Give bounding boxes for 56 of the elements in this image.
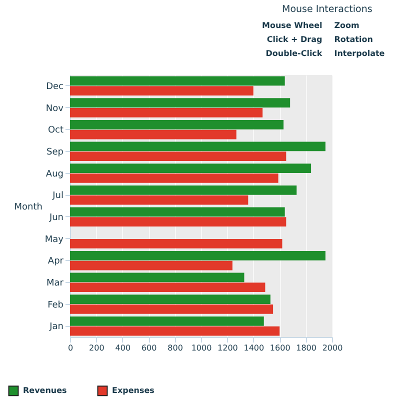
x-tick-label: 1000 [191,344,212,352]
y-tick-label: Sep [46,147,64,158]
y-tick-label: May [44,234,64,245]
x-tick-label: 1800 [296,344,316,352]
x-tick-label: 200 [89,344,104,352]
y-tick-label: Aug [46,169,64,180]
bar [70,76,285,86]
bar [70,260,232,270]
x-tick-label: 0 [68,344,74,352]
text: Mouse Wheel [262,21,322,30]
bar [70,250,326,260]
bar [70,217,286,227]
bar [70,294,270,304]
legend-label: Expenses [112,386,155,395]
bar [70,120,284,130]
y-tick-label: Jun [48,212,64,223]
y-tick-label: Mar [46,278,64,288]
bar [70,207,285,217]
bar [70,272,244,282]
x-tick-label: 2000 [322,344,343,352]
x-tick-label: 600 [141,344,157,352]
x-tick-label: 1400 [244,344,264,352]
y-axis-title: Month [14,202,42,212]
bar [70,164,312,174]
bar [70,185,297,195]
bar [70,152,286,162]
bar [70,108,263,118]
y-tick-label: Jan [48,322,64,332]
text: Interpolate [334,49,385,58]
x-tick-label: 800 [168,344,183,352]
bar [70,173,278,183]
bar [70,238,282,248]
text: Click + Drag [266,35,322,44]
y-tick-label: Dec [46,82,64,92]
x-tick-label: 1200 [218,344,238,352]
bar [70,86,254,96]
x-tick-label: 400 [115,344,131,352]
bar [70,316,264,326]
text: Double-Click [264,49,322,58]
y-tick-label: Jul [52,191,64,202]
bar [70,282,266,292]
text: Zoom [334,21,360,30]
x-tick-label: 1600 [270,344,290,352]
bar [70,142,326,152]
y-tick-label: Nov [46,104,64,114]
bar [70,326,280,336]
bar [70,98,290,108]
text: Mouse Interactions [282,4,374,15]
y-tick-label: Feb [48,300,64,310]
bar [70,130,236,140]
bar [70,195,248,205]
bar [70,304,274,314]
y-tick-label: Apr [48,256,64,267]
legend-label: Revenues [23,386,68,395]
text: Rotation [334,35,374,44]
y-tick-label: Oct [48,126,64,136]
